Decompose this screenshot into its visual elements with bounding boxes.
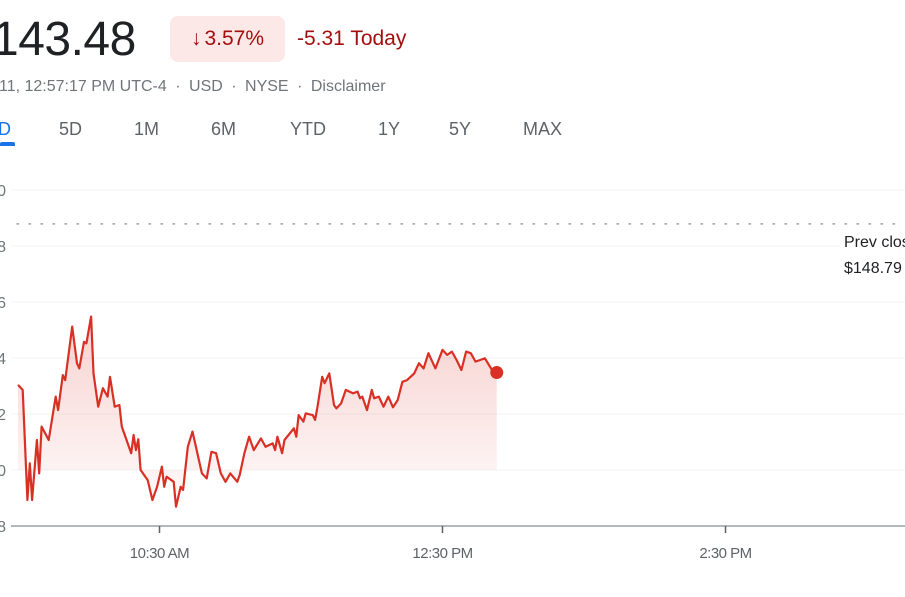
y-tick-label: 150 — [0, 183, 6, 200]
prev-close-value: $148.79 — [844, 260, 902, 277]
separator: · — [231, 78, 237, 95]
y-tick-label: 148 — [0, 239, 6, 256]
y-tick-label: 138 — [0, 519, 6, 536]
current-price: 143.48 — [0, 13, 136, 66]
tab-1d[interactable]: 1D — [0, 119, 12, 139]
disclaimer-link[interactable]: Disclaimer — [310, 78, 386, 95]
tab-5d[interactable]: 5D — [59, 119, 83, 139]
quote-info: 11, 12:57:17 PM UTC-4 · USD · NYSE · Dis… — [0, 78, 386, 96]
y-tick-label: 140 — [0, 463, 6, 480]
tab-max[interactable]: MAX — [523, 119, 563, 139]
currency: USD — [189, 78, 223, 95]
x-tick-label: 2:30 PM — [699, 545, 751, 562]
tab-ytd[interactable]: YTD — [290, 119, 326, 139]
prev-close-tooltip: Prev close $148.79 — [840, 230, 905, 282]
exchange: NYSE — [245, 78, 289, 95]
change-percent-badge: ↓ 3.57% — [170, 16, 285, 62]
price-area-fill — [18, 316, 497, 507]
timestamp: 11, 12:57:17 PM UTC-4 — [0, 78, 167, 95]
arrow-down-icon: ↓ — [190, 27, 202, 50]
tab-1m[interactable]: 1M — [134, 119, 160, 139]
tab-5y[interactable]: 5Y — [449, 119, 472, 139]
separator: · — [297, 78, 303, 95]
change-percent: 3.57% — [204, 27, 265, 50]
tab-1y[interactable]: 1Y — [378, 119, 401, 139]
y-tick-label: 146 — [0, 295, 6, 312]
current-price-dot — [490, 366, 504, 380]
y-tick-label: 142 — [0, 407, 6, 424]
prev-close-label: Prev close — [844, 234, 905, 251]
separator: · — [175, 78, 181, 95]
active-tab-indicator — [0, 142, 15, 146]
x-tick-label: 12:30 PM — [412, 545, 472, 562]
x-tick-label: 10:30 AM — [130, 545, 189, 562]
change-today: -5.31 Today — [297, 27, 407, 50]
y-tick-label: 144 — [0, 351, 6, 368]
tab-6m[interactable]: 6M — [211, 119, 237, 139]
